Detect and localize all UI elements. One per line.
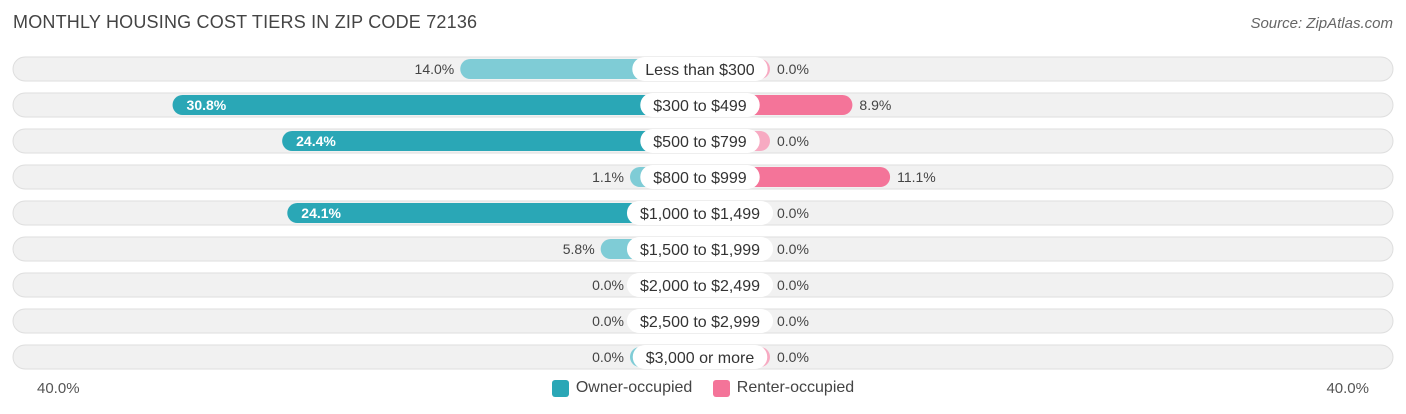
owner-value-label: 24.1% xyxy=(301,205,341,221)
chart-source: Source: ZipAtlas.com xyxy=(1250,15,1393,32)
category-label: $3,000 or more xyxy=(646,350,755,367)
axis-right-label: 40.0% xyxy=(1326,380,1369,397)
legend-owner[interactable]: Owner-occupied xyxy=(551,379,693,397)
category-label: $1,500 to $1,999 xyxy=(640,242,760,259)
renter-value-label: 11.1% xyxy=(897,169,936,185)
category-label: $1,000 to $1,499 xyxy=(640,206,760,223)
category-label: $300 to $499 xyxy=(653,98,747,115)
category-pill xyxy=(640,129,760,153)
legend-owner-swatch xyxy=(551,379,569,397)
category-pill xyxy=(632,345,768,369)
owner-value-label: 0.0% xyxy=(592,277,624,293)
renter-value-label: 0.0% xyxy=(777,349,809,365)
category-pill xyxy=(626,237,774,261)
owner-bar xyxy=(172,95,701,115)
owner-value-label: 0.0% xyxy=(592,313,624,329)
owner-value-label: 24.4% xyxy=(296,133,336,149)
category-pill xyxy=(640,165,760,189)
renter-value-label: 0.0% xyxy=(777,61,809,77)
category-pill xyxy=(632,57,768,81)
renter-value-label: 0.0% xyxy=(777,241,809,257)
renter-value-label: 0.0% xyxy=(777,277,809,293)
owner-value-label: 1.1% xyxy=(592,169,624,185)
renter-value-label: 0.0% xyxy=(777,313,809,329)
renter-value-label: 0.0% xyxy=(777,205,809,221)
owner-value-label: 0.0% xyxy=(592,349,624,365)
legend-owner-label: Owner-occupied xyxy=(575,379,693,396)
renter-value-label: 8.9% xyxy=(859,97,891,113)
owner-value-label: 14.0% xyxy=(415,61,455,77)
category-label: Less than $300 xyxy=(645,62,755,79)
category-label: $500 to $799 xyxy=(653,134,747,151)
owner-bar xyxy=(282,131,700,151)
owner-value-label: 30.8% xyxy=(187,97,227,113)
category-label: $800 to $999 xyxy=(653,170,747,187)
legend-renter[interactable]: Renter-occupied xyxy=(712,379,855,397)
axis-left-label: 40.0% xyxy=(37,380,80,397)
category-label: $2,500 to $2,999 xyxy=(640,314,760,331)
legend: Owner-occupied Renter-occupied xyxy=(0,379,1406,402)
renter-value-label: 0.0% xyxy=(777,133,809,149)
category-pill xyxy=(626,201,774,225)
owner-value-label: 5.8% xyxy=(563,241,595,257)
legend-renter-swatch xyxy=(712,379,730,397)
chart-title: MONTHLY HOUSING COST TIERS IN ZIP CODE 7… xyxy=(13,12,478,32)
owner-bar xyxy=(287,203,700,223)
category-pill xyxy=(626,309,774,333)
legend-renter-label: Renter-occupied xyxy=(736,379,855,396)
category-pill xyxy=(626,273,774,297)
category-label: $2,000 to $2,499 xyxy=(640,278,760,295)
category-pill xyxy=(640,93,760,117)
